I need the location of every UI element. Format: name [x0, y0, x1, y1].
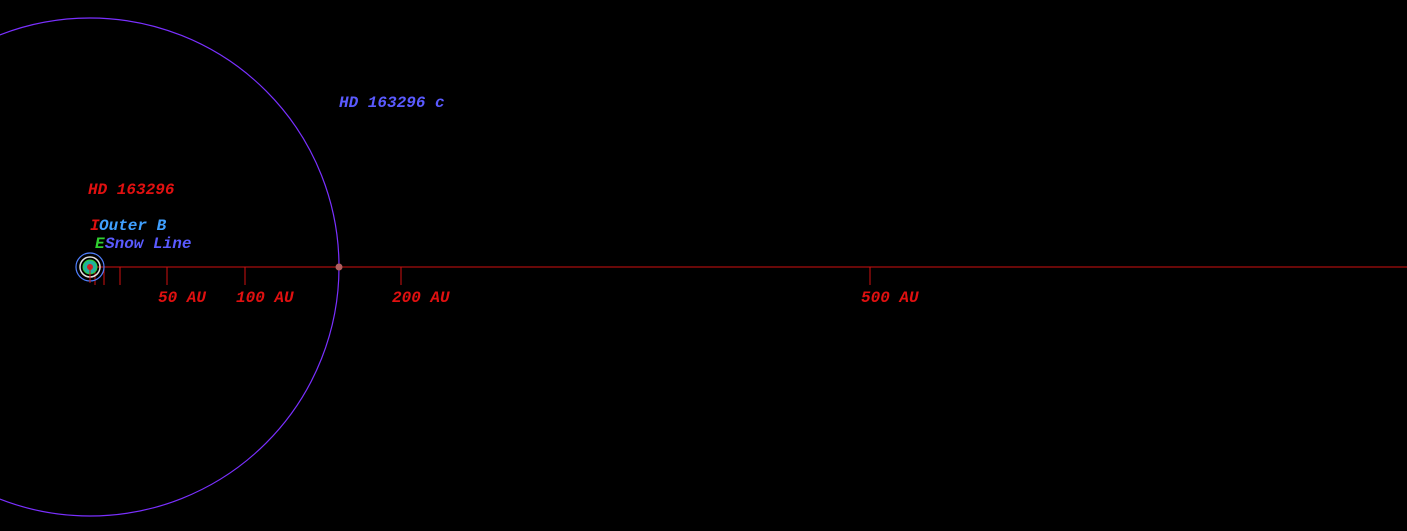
planet	[335, 263, 343, 271]
scale-label: 50 AU	[158, 289, 206, 307]
planet-label: HD 163296 c	[339, 94, 445, 112]
zone-label: Outer B	[99, 217, 167, 235]
zone-initial: I	[90, 217, 100, 235]
star-label: HD 163296	[88, 181, 175, 199]
zone-label: Snow Line	[105, 235, 191, 253]
zone-initial: E	[95, 235, 105, 253]
scale-label: 200 AU	[392, 289, 450, 307]
scale-label: 500 AU	[861, 289, 919, 307]
scale-label: 100 AU	[236, 289, 294, 307]
